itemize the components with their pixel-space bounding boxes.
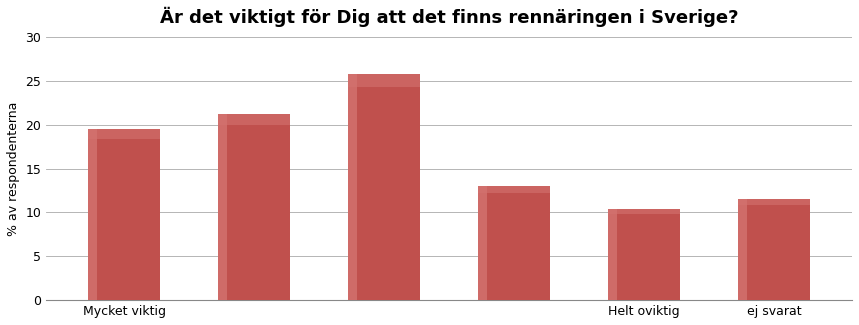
Bar <box>478 186 487 300</box>
Bar <box>608 209 679 300</box>
Y-axis label: % av respondenterna: % av respondenterna <box>7 101 20 236</box>
Bar <box>88 129 160 300</box>
Bar <box>608 209 617 300</box>
Bar <box>739 199 810 205</box>
Bar <box>608 209 679 214</box>
Bar <box>349 74 357 300</box>
Bar <box>218 114 227 300</box>
Bar <box>739 199 810 300</box>
Bar <box>218 114 290 300</box>
Bar <box>88 129 97 300</box>
Bar <box>478 186 550 193</box>
Bar <box>739 199 747 300</box>
Bar <box>478 186 550 300</box>
Bar <box>349 74 420 87</box>
Bar <box>218 114 290 125</box>
Bar <box>349 74 420 300</box>
Bar <box>88 129 160 139</box>
Title: Är det viktigt för Dig att det finns rennäringen i Sverige?: Är det viktigt för Dig att det finns ren… <box>160 7 739 27</box>
